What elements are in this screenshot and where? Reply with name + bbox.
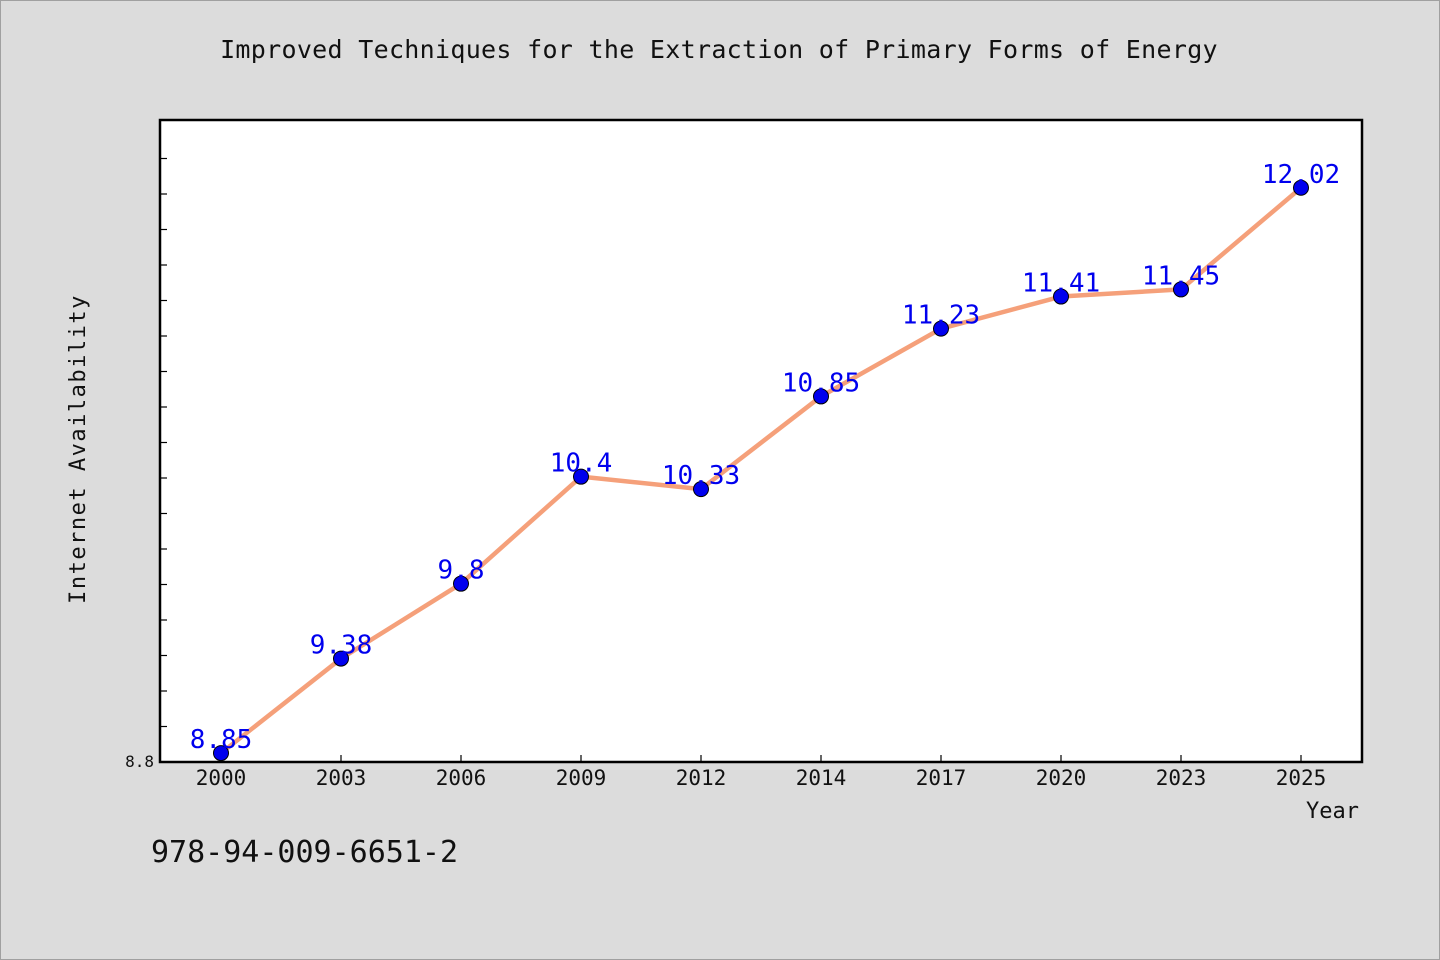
data-point	[813, 388, 829, 405]
data-point	[213, 745, 229, 762]
y-axis-tick-labels: 8.8	[125, 752, 154, 771]
x-tick-label: 2014	[796, 766, 847, 790]
data-point	[693, 481, 709, 498]
data-point	[1053, 288, 1069, 305]
y-tick-label: 8.8	[125, 752, 154, 771]
x-axis-tick-labels: 2000 2003 2006 2009 2012 2014 2017 2020 2023 2025	[196, 766, 1327, 790]
x-tick-label: 2025	[1276, 766, 1327, 790]
data-label: 11.41	[1022, 269, 1100, 299]
data-label: 9.8	[438, 556, 485, 586]
data-label: 11.45	[1142, 261, 1220, 291]
isbn-code: 978-94-009-6651-2	[151, 835, 459, 870]
chart-title: Improved Techniques for the Extraction o…	[220, 35, 1218, 64]
data-label: 8.85	[190, 725, 253, 755]
x-tick-label: 2020	[1036, 766, 1087, 790]
data-point	[933, 320, 949, 337]
data-label: 10.4	[550, 449, 613, 479]
data-label: 11.23	[902, 301, 980, 331]
data-label: 9.38	[310, 631, 373, 661]
x-tick-label: 2023	[1156, 766, 1207, 790]
data-point	[1293, 179, 1309, 196]
data-label: 12.02	[1262, 160, 1340, 190]
data-point	[1173, 281, 1189, 298]
data-label: 10.33	[662, 461, 740, 491]
series-layer: 8.85 9.38 9.8 10.4 10.33 10.85 11.23 11.41 11.45…	[190, 160, 1340, 762]
x-tick-label: 2003	[316, 766, 367, 790]
y-axis-ticks	[160, 157, 167, 728]
series-line	[218, 185, 1304, 756]
x-tick-label: 2006	[436, 766, 487, 790]
data-point	[573, 468, 589, 485]
x-tick-label: 2000	[196, 766, 247, 790]
y-axis-title: Internet Availability	[66, 294, 91, 604]
data-point	[333, 650, 349, 667]
x-tick-label: 2017	[916, 766, 967, 790]
x-tick-label: 2009	[556, 766, 607, 790]
x-axis-title: Year	[1306, 799, 1359, 824]
x-tick-label: 2012	[676, 766, 727, 790]
data-point	[453, 575, 469, 592]
data-label: 10.85	[782, 368, 860, 398]
